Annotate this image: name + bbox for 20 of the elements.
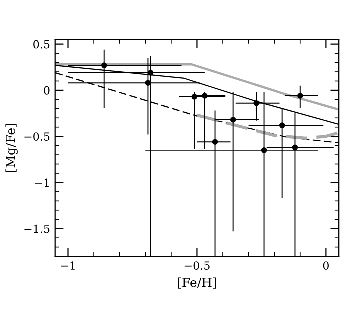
- point: [279, 122, 286, 128]
- point: [212, 139, 218, 146]
- y-tick-label: −0.5: [24, 132, 50, 141]
- x-tick-label: −1: [61, 262, 75, 270]
- x-tick-label: −0.5: [184, 262, 210, 270]
- y-tick-label: 0: [44, 86, 50, 95]
- point: [298, 93, 304, 99]
- y-tick-label: 0.5: [34, 40, 50, 49]
- point: [192, 94, 198, 100]
- line-series: [196, 114, 340, 140]
- point: [261, 148, 268, 154]
- x-tick-label: 0: [323, 262, 329, 270]
- y-tick-label: −1.5: [24, 224, 50, 234]
- point: [230, 117, 236, 123]
- y-tick-label: −1: [35, 178, 49, 187]
- point: [254, 100, 260, 106]
- point: [202, 93, 208, 99]
- y-axis-title: [Mg/Fe]: [6, 124, 18, 172]
- point: [101, 62, 108, 68]
- x-axis-title: [Fe/H]: [178, 278, 216, 289]
